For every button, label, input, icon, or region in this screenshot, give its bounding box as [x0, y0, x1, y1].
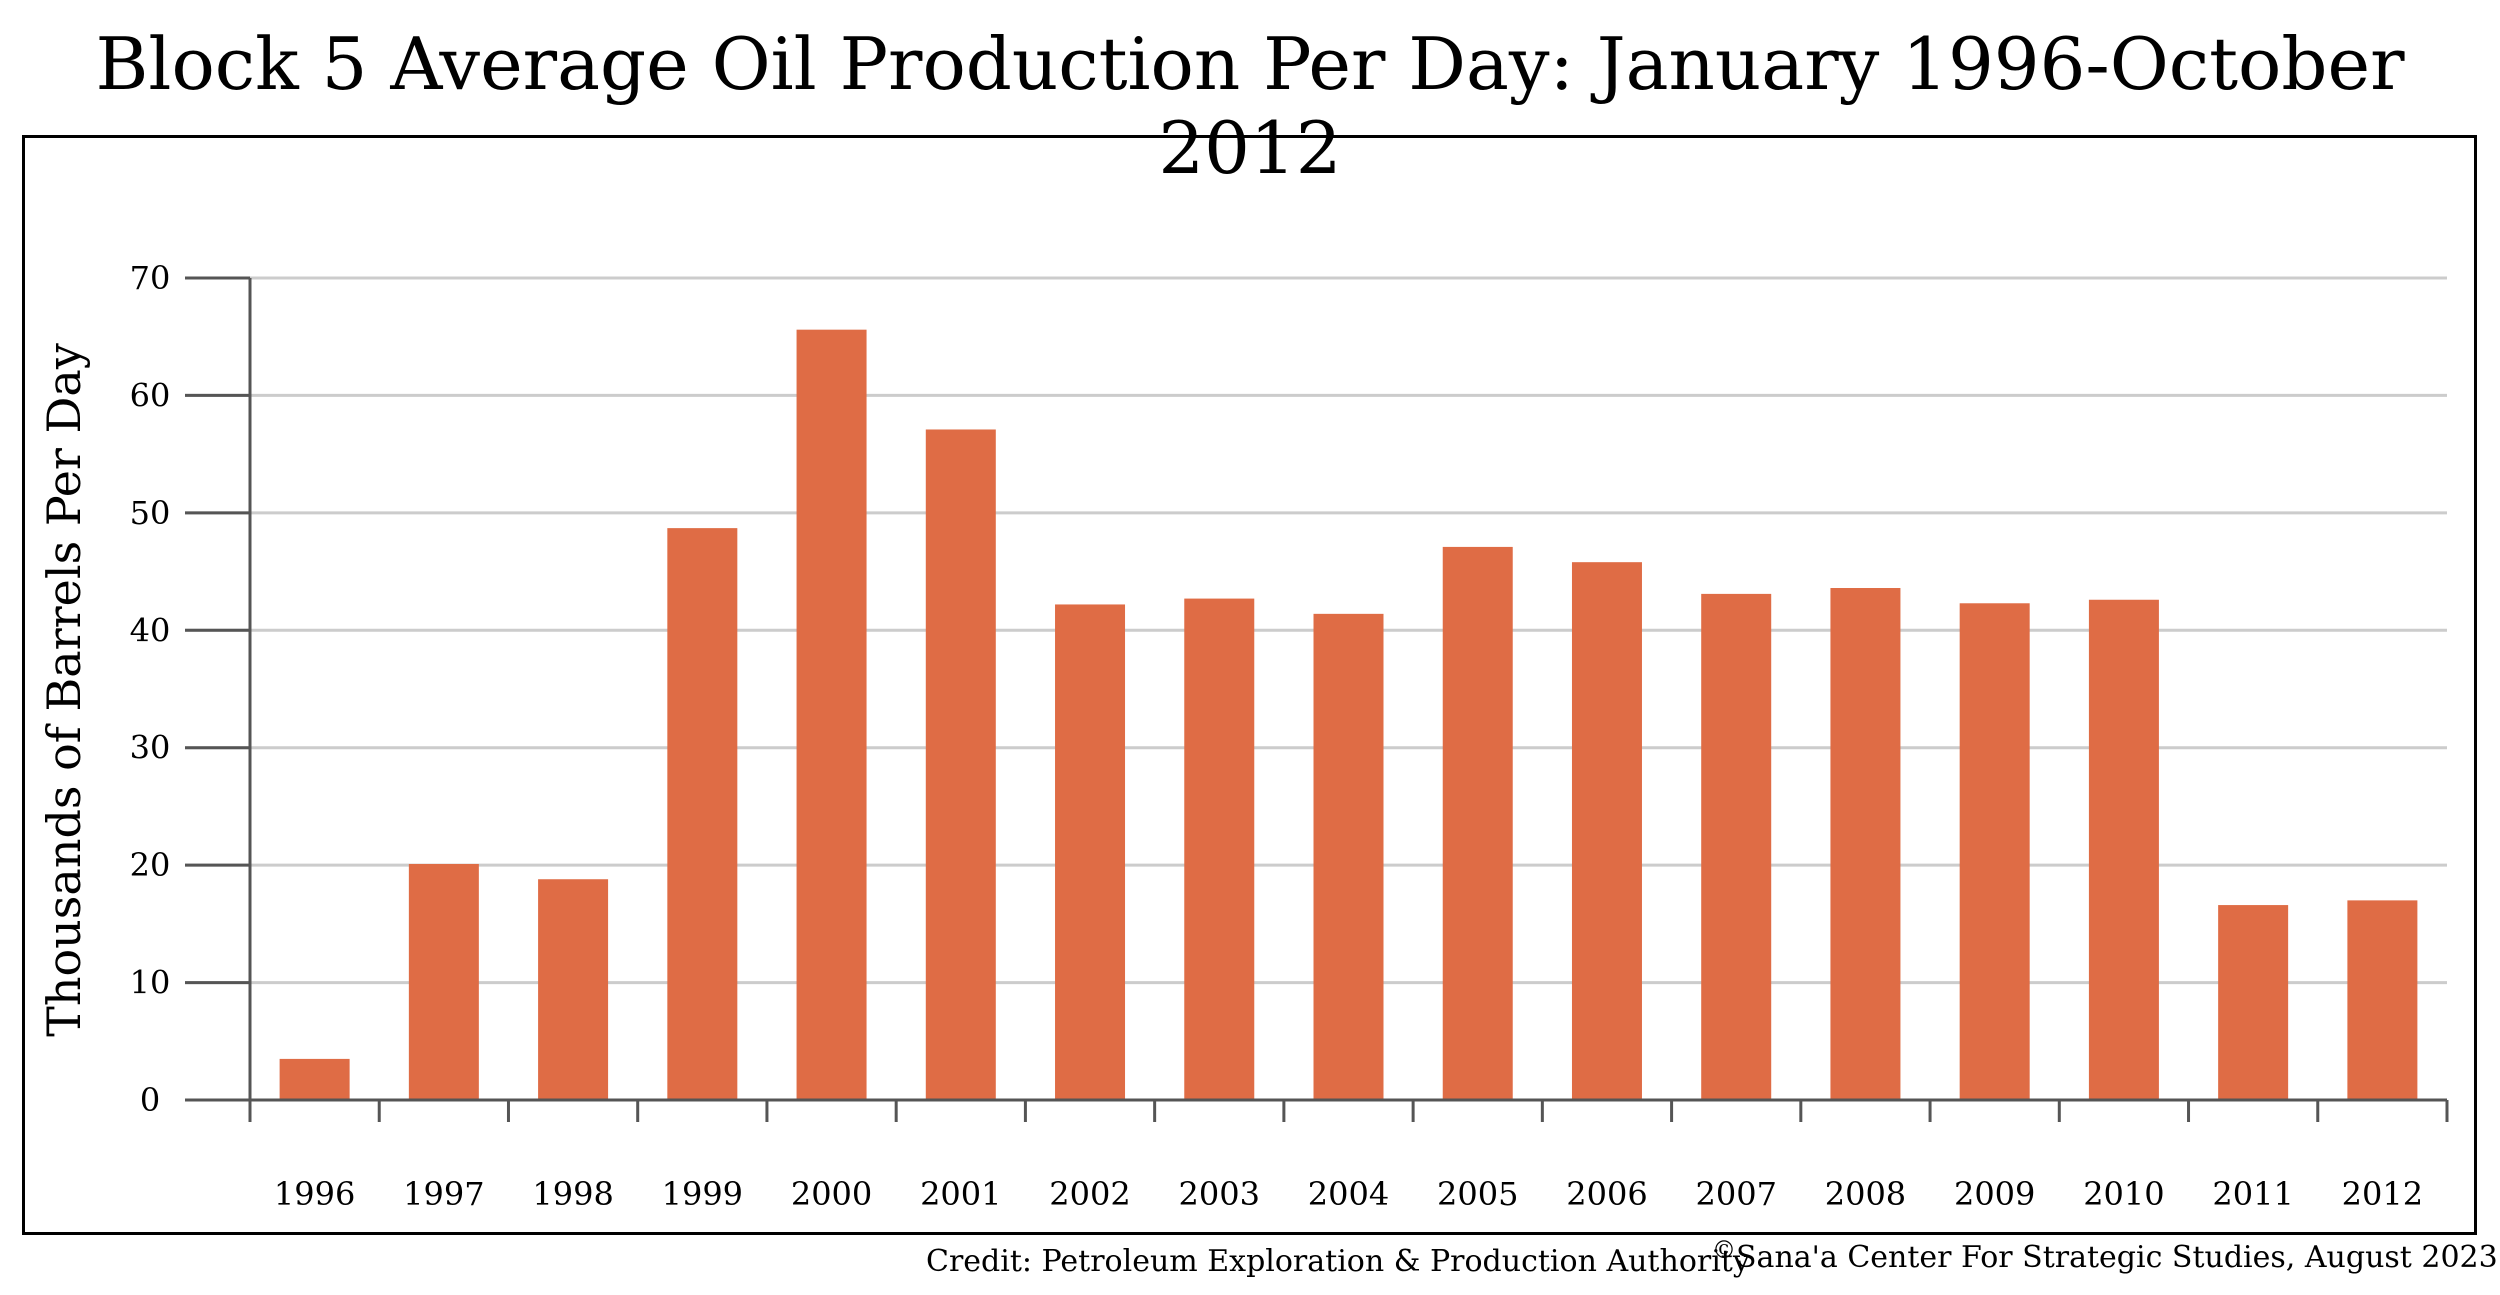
- y-tick-label: 40: [130, 611, 171, 649]
- x-tick-label: 2008: [1825, 1175, 1906, 1213]
- x-tick-label: 2000: [791, 1175, 872, 1213]
- bar-2005: [1442, 546, 1513, 1100]
- x-tick-label: 2001: [920, 1175, 1001, 1213]
- y-tick-label: 70: [130, 259, 171, 297]
- bar-2000: [796, 329, 867, 1100]
- x-tick-label: 1999: [662, 1175, 743, 1213]
- bar-2002: [1055, 604, 1126, 1100]
- x-tick-label: 2007: [1695, 1175, 1776, 1213]
- y-axis-label: Thousands of Barrels Per Day: [37, 343, 91, 1037]
- bar-1998: [538, 879, 609, 1100]
- x-tick-label: 2002: [1049, 1175, 1130, 1213]
- bar-1999: [667, 528, 738, 1100]
- chart-frame: [22, 135, 2477, 1235]
- bar-2012: [2347, 900, 2418, 1100]
- bar-2010: [2088, 599, 2159, 1100]
- bar-2006: [1571, 562, 1642, 1100]
- axes: [185, 276, 2449, 1122]
- copyright-label: Sana'a Center For Strategic Studies, Aug…: [1736, 1240, 2498, 1275]
- bar-2009: [1959, 603, 2030, 1100]
- x-tick-label: 2010: [2083, 1175, 2164, 1213]
- bar-1997: [408, 863, 479, 1100]
- bars: [279, 329, 2418, 1100]
- x-tick-label: 1997: [403, 1175, 484, 1213]
- x-tick-label: 2006: [1566, 1175, 1647, 1213]
- x-tick-label: 2009: [1954, 1175, 2035, 1213]
- x-tick-label: 1998: [532, 1175, 613, 1213]
- tick-labels: 0 10 20 30 40 50 60 70 1996 1997 1998 1999 2000 2001 2…: [130, 259, 2423, 1213]
- bar-2004: [1313, 613, 1384, 1100]
- chart-title: Block 5 Average Oil Production Per Day: …: [95, 22, 2405, 190]
- y-tick-label: 60: [130, 376, 171, 414]
- y-tick-label: 30: [130, 729, 171, 767]
- x-tick-label: 2012: [2342, 1175, 2423, 1213]
- y-tick-label: 10: [130, 964, 171, 1002]
- credit-text: Credit: Petroleum Exploration & Producti…: [926, 1244, 1750, 1279]
- x-tick-label: 2004: [1308, 1175, 1389, 1213]
- copyright-text: ©Sana'a Center For Strategic Studies, Au…: [1712, 1236, 2498, 1275]
- copyright-symbol: ©: [1712, 1236, 1736, 1264]
- x-tick-label: 2003: [1179, 1175, 1260, 1213]
- bar-2011: [2218, 905, 2289, 1100]
- y-tick-label: 50: [130, 494, 171, 532]
- x-tick-label: 2005: [1437, 1175, 1518, 1213]
- x-tick-label: 1996: [274, 1175, 355, 1213]
- bar-2003: [1184, 598, 1255, 1100]
- bar-2001: [925, 429, 996, 1100]
- x-tick-label: 2011: [2212, 1175, 2293, 1213]
- bar-2007: [1701, 593, 1772, 1100]
- bar-1996: [279, 1058, 350, 1100]
- y-tick-label: 20: [130, 846, 171, 884]
- y-tick-label: 0: [140, 1081, 160, 1119]
- bar-2008: [1830, 588, 1901, 1100]
